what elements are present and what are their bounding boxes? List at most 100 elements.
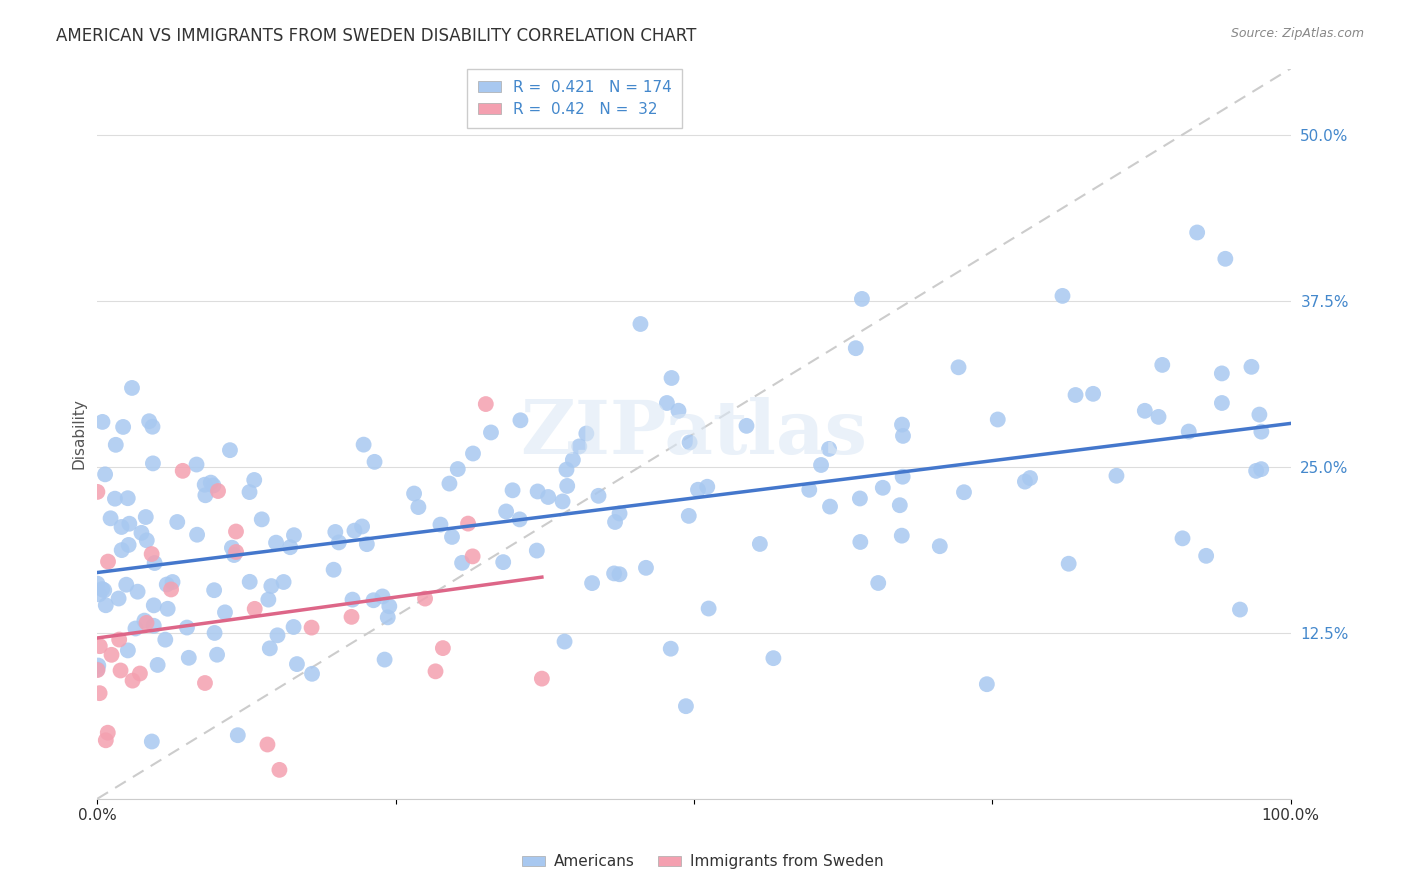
Point	[117, 643, 139, 657]
Point	[1177, 425, 1199, 439]
Point	[142, 599, 165, 613]
Point	[156, 577, 179, 591]
Point	[810, 458, 832, 472]
Point	[194, 488, 217, 502]
Point	[502, 483, 524, 498]
Point	[868, 576, 890, 591]
Point	[1152, 358, 1174, 372]
Point	[849, 491, 872, 506]
Point	[1133, 404, 1156, 418]
Point	[451, 556, 474, 570]
Point	[575, 426, 598, 441]
Point	[264, 535, 287, 549]
Point	[243, 473, 266, 487]
Point	[97, 725, 120, 739]
Point	[748, 537, 770, 551]
Point	[495, 504, 517, 518]
Point	[124, 622, 146, 636]
Point	[100, 511, 122, 525]
Point	[219, 443, 242, 458]
Point	[141, 734, 163, 748]
Point	[492, 555, 515, 569]
Point	[260, 579, 283, 593]
Point	[655, 396, 678, 410]
Point	[1057, 557, 1080, 571]
Point	[283, 528, 305, 542]
Point	[87, 658, 110, 673]
Point	[555, 479, 578, 493]
Point	[155, 632, 177, 647]
Point	[273, 574, 295, 589]
Point	[202, 478, 225, 492]
Point	[818, 442, 841, 456]
Point	[603, 566, 626, 581]
Point	[89, 686, 111, 700]
Point	[135, 533, 157, 548]
Point	[891, 469, 914, 483]
Point	[250, 512, 273, 526]
Point	[301, 621, 323, 635]
Point	[526, 484, 548, 499]
Point	[554, 634, 576, 648]
Point	[659, 641, 682, 656]
Point	[530, 672, 553, 686]
Point	[849, 535, 872, 549]
Point	[851, 292, 873, 306]
Point	[118, 516, 141, 531]
Point	[143, 556, 166, 570]
Point	[221, 541, 243, 555]
Point	[799, 483, 821, 497]
Point	[1052, 289, 1074, 303]
Point	[581, 576, 603, 591]
Point	[86, 484, 108, 499]
Point	[363, 455, 385, 469]
Point	[1244, 464, 1267, 478]
Point	[374, 652, 396, 666]
Point	[111, 543, 134, 558]
Point	[1147, 409, 1170, 424]
Point	[1171, 532, 1194, 546]
Point	[371, 590, 394, 604]
Point	[678, 435, 700, 450]
Point	[259, 641, 281, 656]
Point	[609, 507, 631, 521]
Point	[447, 462, 470, 476]
Point	[86, 576, 108, 591]
Point	[202, 583, 225, 598]
Point	[225, 524, 247, 539]
Point	[205, 648, 228, 662]
Point	[340, 610, 363, 624]
Point	[91, 415, 114, 429]
Point	[94, 599, 117, 613]
Point	[214, 605, 236, 619]
Point	[141, 547, 163, 561]
Point	[1250, 425, 1272, 439]
Point	[457, 516, 479, 531]
Point	[127, 584, 149, 599]
Point	[301, 666, 323, 681]
Point	[675, 699, 697, 714]
Point	[200, 475, 222, 490]
Point	[129, 666, 152, 681]
Point	[461, 446, 484, 460]
Point	[238, 485, 260, 500]
Point	[342, 592, 364, 607]
Point	[1249, 408, 1271, 422]
Point	[194, 477, 217, 491]
Point	[352, 519, 374, 533]
Point	[226, 728, 249, 742]
Point	[110, 664, 132, 678]
Point	[93, 583, 115, 598]
Point	[1250, 462, 1272, 476]
Point	[207, 483, 229, 498]
Point	[479, 425, 502, 440]
Point	[609, 567, 631, 582]
Point	[561, 453, 583, 467]
Point	[475, 397, 498, 411]
Point	[976, 677, 998, 691]
Point	[735, 418, 758, 433]
Point	[141, 419, 163, 434]
Point	[678, 508, 700, 523]
Point	[97, 555, 120, 569]
Point	[762, 651, 785, 665]
